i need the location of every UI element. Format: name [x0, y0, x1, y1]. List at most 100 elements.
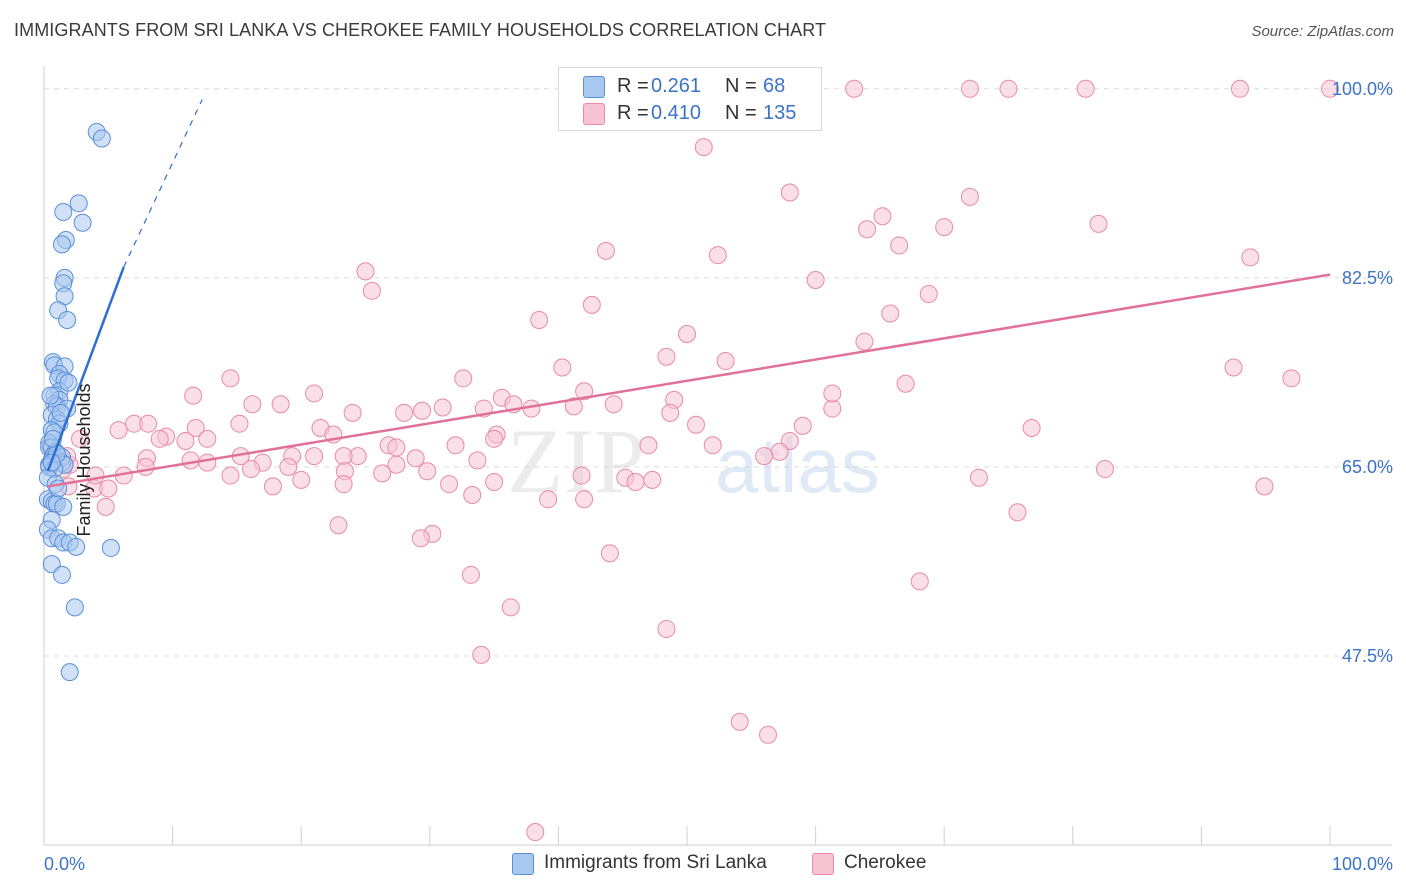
trend-line-cherokee: [47, 273, 1331, 488]
data-point-sri-lanka: [69, 194, 88, 213]
data-point-cherokee: [184, 386, 203, 405]
trend-line-sri-lanka: [46, 266, 125, 472]
data-point-cherokee: [305, 447, 324, 466]
data-point-cherokee: [373, 464, 392, 483]
data-point-cherokee: [411, 529, 430, 548]
data-point-cherokee: [230, 414, 249, 433]
cherokee-points: [54, 79, 1339, 842]
data-point-cherokee: [406, 449, 425, 468]
data-point-cherokee: [1095, 460, 1114, 479]
data-point-cherokee: [305, 384, 324, 403]
data-point-cherokee: [596, 241, 615, 260]
data-point-cherokee: [1089, 214, 1108, 233]
data-point-cherokee: [71, 429, 90, 448]
data-point-cherokee: [572, 466, 591, 485]
y-axis-label: Family Households: [74, 383, 95, 537]
data-point-cherokee: [501, 598, 520, 617]
axes: [43, 66, 1392, 846]
data-point-cherokee: [356, 262, 375, 281]
data-point-cherokee: [855, 332, 874, 351]
source-credit: Source: ZipAtlas.com: [1251, 23, 1394, 40]
data-point-cherokee: [564, 397, 583, 416]
y-tick-label: 65.0%: [1342, 457, 1393, 477]
data-point-cherokee: [243, 395, 262, 414]
data-point-cherokee: [136, 457, 155, 476]
data-point-cherokee: [334, 475, 353, 494]
legend-row-cherokee: R = 0.410 N = 135: [559, 100, 819, 128]
data-point-cherokee: [485, 473, 504, 492]
data-point-cherokee: [242, 460, 261, 479]
data-point-cherokee: [485, 429, 504, 448]
data-point-cherokee: [575, 382, 594, 401]
series-legend-label: Immigrants from Sri Lanka: [544, 852, 767, 873]
data-point-cherokee: [530, 310, 549, 329]
data-point-cherokee: [329, 516, 348, 535]
x-tick-labels: 0.0% 100.0%: [44, 854, 1393, 874]
data-point-cherokee: [960, 187, 979, 206]
data-point-sri-lanka: [54, 497, 73, 516]
data-point-cherokee: [806, 271, 825, 290]
data-point-cherokee: [600, 544, 619, 563]
data-point-cherokee: [343, 403, 362, 422]
legend-n-label: N =: [725, 102, 757, 124]
data-point-cherokee: [553, 358, 572, 377]
legend-r-value: 0.410: [651, 102, 702, 124]
series-legend-swatch-blue: [512, 853, 534, 875]
series-legend-label: Cherokee: [844, 852, 927, 873]
legend-swatch-blue: [583, 76, 605, 98]
x-tick-label: 0.0%: [44, 854, 85, 874]
data-point-cherokee: [387, 455, 406, 474]
data-point-sri-lanka: [73, 213, 92, 232]
data-point-cherokee: [271, 395, 290, 414]
data-point-cherokee: [292, 470, 311, 489]
data-point-cherokee: [221, 466, 240, 485]
data-point-cherokee: [109, 421, 128, 440]
data-point-cherokee: [1282, 369, 1301, 388]
series-legend-swatch-pink: [812, 853, 834, 875]
data-point-cherokee: [881, 304, 900, 323]
data-point-cherokee: [858, 220, 877, 239]
data-point-cherokee: [1230, 79, 1249, 98]
legend-r-value: 0.261: [651, 75, 702, 97]
data-point-cherokee: [279, 457, 298, 476]
data-point-sri-lanka: [59, 373, 78, 392]
data-point-cherokee: [770, 442, 789, 461]
legend-swatch-pink: [583, 103, 605, 125]
data-point-sri-lanka: [101, 538, 120, 557]
data-point-cherokee: [643, 470, 662, 489]
data-point-cherokee: [198, 453, 217, 472]
data-point-cherokee: [845, 79, 864, 98]
data-point-cherokee: [440, 475, 459, 494]
data-point-cherokee: [186, 419, 205, 438]
data-point-sri-lanka: [41, 386, 60, 405]
data-point-cherokee: [694, 138, 713, 157]
data-point-cherokee: [362, 281, 381, 300]
data-point-sri-lanka: [53, 235, 72, 254]
data-point-sri-lanka: [54, 202, 73, 221]
data-point-sri-lanka: [65, 598, 84, 617]
data-point-cherokee: [387, 438, 406, 457]
legend-n-value: 68: [763, 75, 786, 97]
data-point-cherokee: [454, 369, 473, 388]
data-point-cherokee: [678, 325, 696, 344]
data-point-cherokee: [1224, 358, 1243, 377]
legend-r-label: R =: [617, 75, 649, 97]
data-point-cherokee: [755, 447, 774, 466]
chart-title: IMMIGRANTS FROM SRI LANKA VS CHEROKEE FA…: [14, 20, 827, 40]
data-point-cherokee: [1076, 79, 1095, 98]
data-point-cherokee: [334, 447, 353, 466]
trend-lines: [46, 99, 1331, 488]
data-point-cherokee: [661, 403, 680, 422]
trend-line-sri-lanka-extension: [123, 99, 203, 268]
legend-n-label: N =: [725, 75, 757, 97]
legend-r-label: R =: [617, 102, 649, 124]
data-point-cherokee: [604, 395, 623, 414]
data-point-cherokee: [1321, 79, 1339, 98]
data-point-cherokee: [703, 436, 722, 455]
data-point-cherokee: [873, 207, 892, 226]
data-point-cherokee: [526, 823, 545, 842]
data-point-cherokee: [969, 468, 988, 487]
data-point-cherokee: [582, 295, 601, 314]
data-point-cherokee: [793, 416, 812, 435]
